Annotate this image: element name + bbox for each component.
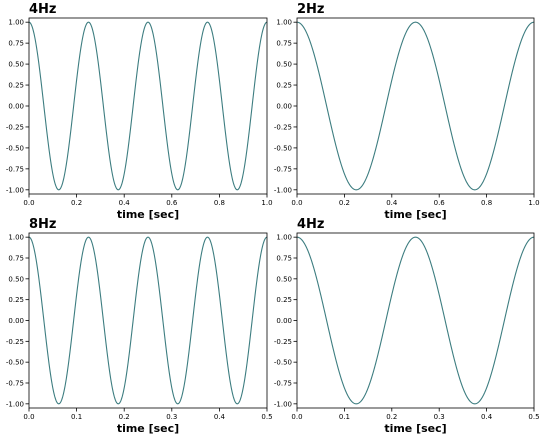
- x-tick-label: 0.8: [214, 199, 225, 207]
- series-line-1: [296, 236, 535, 405]
- subplot-title: 4Hz: [29, 2, 57, 17]
- x-tick-label: 0.6: [434, 199, 446, 207]
- y-tick-label: -0.50: [274, 359, 292, 367]
- subplot-1: 0.0 0.2 0.4 0.6 0.8 1.0 1.00 0.75 0.50 0.25 0.00 -0…: [6, 2, 273, 221]
- x-tick-label: 0.4: [214, 413, 226, 421]
- subplot-4: 0.0 0.1 0.2 0.3 0.4 0.5 1.00 0.75 0.50 0.25 0.00 -0…: [274, 217, 540, 435]
- y-tick-label: 0.25: [8, 296, 24, 304]
- x-tick-label: 0.3: [166, 413, 177, 421]
- x-tick-label: 0.1: [339, 413, 350, 421]
- y-tick-label: -0.25: [274, 338, 292, 346]
- y-tick-label: 0.75: [8, 40, 24, 48]
- axes-frame: [28, 17, 268, 195]
- subplot-title: 2Hz: [297, 2, 325, 17]
- subplot-title: 4Hz: [297, 217, 325, 232]
- x-tick-label: 0.5: [528, 413, 539, 421]
- subplot-2: 0.0 0.2 0.4 0.6 0.8 1.0 1.00 0.75 0.50 0.25 0.00 -0…: [274, 2, 540, 221]
- y-tick-label: 1.00: [8, 234, 24, 242]
- axes-frame: [28, 232, 268, 409]
- x-axis-label: time [sec]: [384, 422, 446, 435]
- x-tick-label: 1.0: [261, 199, 272, 207]
- y-tick-label: -0.75: [6, 165, 24, 173]
- x-tick-label: 0.4: [386, 199, 398, 207]
- x-tick-label: 0.4: [119, 199, 131, 207]
- y-tick-label: -0.25: [274, 123, 292, 131]
- y-tick-label: -0.75: [6, 380, 24, 388]
- x-tick-label: 0.0: [23, 199, 34, 207]
- y-tick-label: -1.00: [6, 400, 24, 408]
- x-tick-label: 0.4: [481, 413, 493, 421]
- y-tick-label: 0.75: [276, 40, 292, 48]
- y-tick-label: 0.25: [8, 82, 24, 90]
- x-axis-label: time [sec]: [384, 208, 446, 221]
- y-tick-label: 0.50: [8, 61, 24, 69]
- y-tick-label: 0.50: [276, 61, 292, 69]
- y-tick-label: 1.00: [276, 19, 292, 27]
- x-tick-label: 0.0: [291, 199, 302, 207]
- y-tick-label: -0.75: [274, 165, 292, 173]
- y-tick-label: -0.25: [6, 338, 24, 346]
- y-tick-label: -0.50: [274, 144, 292, 152]
- axes-frame: [296, 232, 535, 409]
- y-tick-label: -1.00: [6, 186, 24, 194]
- y-tick-label: -1.00: [274, 400, 292, 408]
- series-line-1: [28, 21, 268, 191]
- x-tick-label: 0.0: [291, 413, 302, 421]
- x-tick-label: 0.2: [71, 199, 82, 207]
- x-axis-label: time [sec]: [117, 422, 179, 435]
- x-tick-label: 0.8: [481, 199, 492, 207]
- y-tick-label: 0.75: [8, 255, 24, 263]
- subplot-3: 0.0 0.1 0.2 0.3 0.4 0.5 1.00 0.75 0.50 0.25 0.00 -0…: [6, 217, 273, 435]
- y-tick-label: 0.00: [8, 103, 24, 111]
- x-tick-label: 0.0: [23, 413, 34, 421]
- x-tick-label: 0.2: [339, 199, 350, 207]
- y-tick-label: 0.50: [276, 275, 292, 283]
- y-tick-label: 0.25: [276, 296, 292, 304]
- x-tick-label: 0.5: [261, 413, 272, 421]
- x-tick-label: 0.3: [434, 413, 445, 421]
- x-axis-label: time [sec]: [117, 208, 179, 221]
- y-tick-label: 0.00: [8, 317, 24, 325]
- series-line-1: [296, 21, 535, 191]
- y-tick-label: -1.00: [274, 186, 292, 194]
- y-tick-label: 0.50: [8, 275, 24, 283]
- subplot-title: 8Hz: [29, 217, 57, 232]
- y-tick-label: -0.50: [6, 144, 24, 152]
- x-tick-label: 1.0: [528, 199, 539, 207]
- y-tick-label: 1.00: [276, 234, 292, 242]
- series-line-1: [28, 236, 268, 405]
- x-tick-label: 0.2: [386, 413, 397, 421]
- y-tick-label: 0.00: [276, 317, 292, 325]
- x-tick-label: 0.2: [119, 413, 130, 421]
- y-tick-label: -0.50: [6, 359, 24, 367]
- y-tick-label: 0.25: [276, 82, 292, 90]
- y-tick-label: -0.75: [274, 380, 292, 388]
- x-tick-label: 0.6: [166, 199, 178, 207]
- y-tick-label: 1.00: [8, 19, 24, 27]
- y-tick-label: 0.00: [276, 103, 292, 111]
- y-tick-label: -0.25: [6, 123, 24, 131]
- x-tick-label: 0.1: [71, 413, 82, 421]
- y-tick-label: 0.75: [276, 255, 292, 263]
- axes-frame: [296, 17, 535, 195]
